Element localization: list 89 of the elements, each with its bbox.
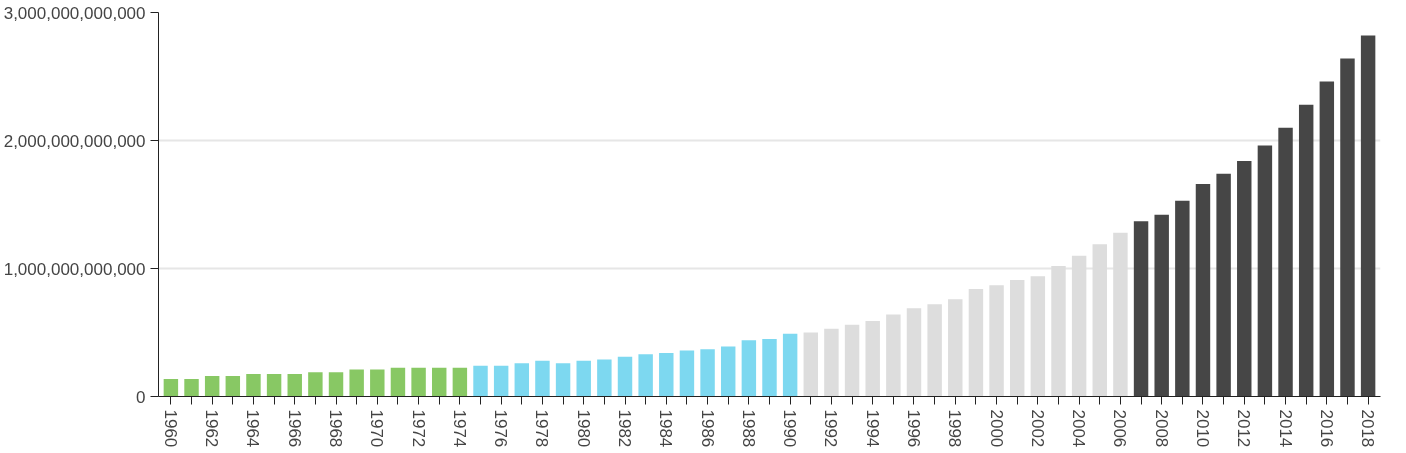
- x-tick-label: 2014: [1275, 409, 1295, 448]
- x-tick-label: 1966: [284, 409, 304, 448]
- bar: [1009, 280, 1025, 397]
- x-tick-label: 1980: [573, 409, 593, 448]
- x-tick-label: 1990: [780, 409, 800, 448]
- bar: [349, 369, 364, 397]
- bar: [741, 340, 757, 397]
- x-tick-label: 1992: [821, 409, 841, 448]
- bar: [865, 320, 880, 397]
- bar: [803, 332, 819, 397]
- bar: [1319, 81, 1335, 397]
- bar: [638, 354, 653, 397]
- x-tick-label: 2004: [1069, 409, 1089, 448]
- bar: [1216, 173, 1231, 397]
- bar: [432, 367, 447, 397]
- x-tick-label: 1976: [491, 409, 511, 448]
- bar: [700, 349, 715, 397]
- bar: [1360, 35, 1376, 397]
- bar: [1030, 276, 1046, 397]
- x-tick-label: 1986: [697, 409, 717, 448]
- x-tick-label: 2018: [1358, 409, 1378, 448]
- bar: [328, 372, 344, 397]
- bar: [287, 374, 302, 397]
- y-tick-label: 3,000,000,000,000: [3, 3, 146, 23]
- bar: [617, 356, 633, 397]
- x-tick-label: 2008: [1151, 409, 1171, 448]
- bar: [411, 367, 426, 397]
- bar: [246, 374, 261, 397]
- x-tick-label: 1998: [945, 409, 965, 448]
- bar: [535, 360, 550, 397]
- x-tick-label: 1972: [408, 409, 428, 448]
- x-tick-label: 1996: [903, 409, 923, 448]
- bar: [204, 376, 220, 397]
- bar: [1340, 58, 1355, 397]
- bar: [1175, 200, 1190, 397]
- x-tick-label: 1970: [367, 409, 387, 448]
- bar: [308, 372, 323, 397]
- bar: [762, 338, 777, 397]
- bar: [452, 367, 468, 397]
- bar: [659, 352, 674, 397]
- x-tick-label: 1964: [243, 409, 263, 448]
- bar: [266, 374, 282, 397]
- bar: [1278, 127, 1293, 397]
- bar: [370, 369, 385, 397]
- bar: [679, 350, 695, 397]
- bar: [1257, 145, 1273, 397]
- bar: [493, 365, 509, 397]
- bar: [225, 376, 241, 397]
- x-tick-label: 2000: [986, 409, 1006, 448]
- x-tick-label: 2010: [1192, 409, 1212, 448]
- bar: [989, 285, 1004, 397]
- y-tick-label: 1,000,000,000,000: [3, 259, 146, 279]
- x-tick-label: 2016: [1316, 409, 1336, 448]
- x-tick-label: 2012: [1234, 409, 1254, 448]
- bar: [163, 379, 179, 397]
- x-tick-label: 1978: [532, 409, 552, 448]
- bar: [514, 363, 530, 397]
- bar: [597, 359, 612, 397]
- x-tick-label: 1968: [326, 409, 346, 448]
- y-tick-label: 0: [136, 387, 146, 407]
- bar: [824, 328, 839, 397]
- bar: [948, 299, 963, 397]
- x-tick-label: 1982: [615, 409, 635, 448]
- x-tick-label: 1962: [202, 409, 222, 448]
- bar: [906, 308, 922, 397]
- bar: [968, 288, 984, 397]
- bar: [473, 365, 488, 397]
- bar: [720, 346, 736, 397]
- x-tick-label: 1984: [656, 409, 676, 448]
- bar: [844, 324, 860, 397]
- x-tick-label: 2002: [1027, 409, 1047, 448]
- x-tick-label: 2006: [1110, 409, 1130, 448]
- bar: [576, 360, 591, 397]
- bar: [555, 363, 571, 397]
- y-tick-label: 2,000,000,000,000: [3, 131, 146, 151]
- x-tick-label: 1988: [738, 409, 758, 448]
- x-tick-label: 1994: [862, 409, 882, 448]
- bar: [1154, 214, 1169, 397]
- bar: [1237, 160, 1252, 397]
- bar: [1195, 184, 1211, 397]
- bar: [390, 367, 406, 397]
- bar: [1298, 104, 1314, 397]
- bar: [927, 304, 942, 397]
- x-tick-label: 1960: [160, 409, 180, 448]
- bar: [886, 314, 901, 397]
- bar: [782, 333, 798, 397]
- bar: [1133, 221, 1149, 397]
- bar: [184, 379, 199, 397]
- x-tick-label: 1974: [449, 409, 469, 448]
